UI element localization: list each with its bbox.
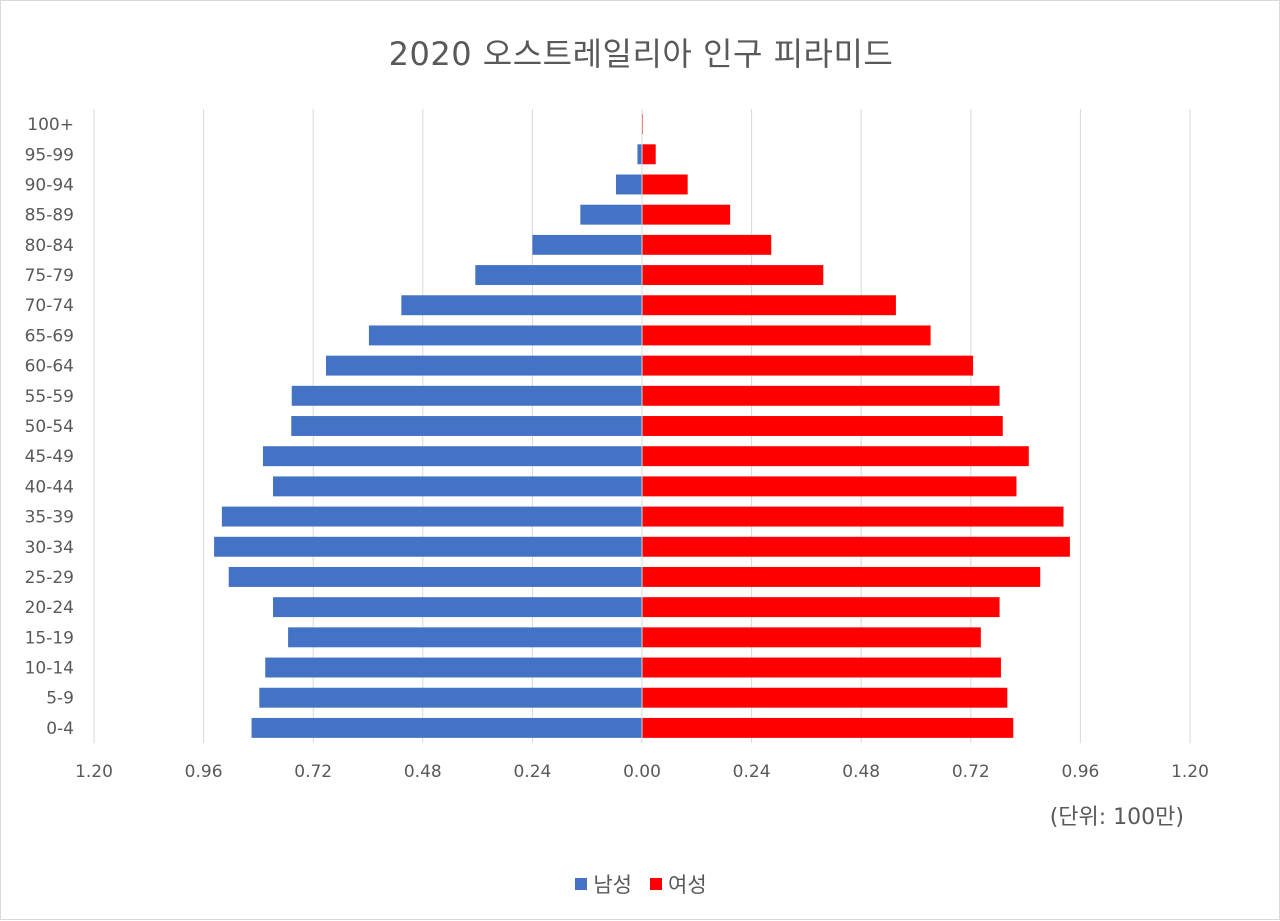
legend-label-male: 남성 [593, 873, 632, 897]
female-bar-55-59 [642, 385, 1000, 406]
female-bar-90-94 [642, 174, 688, 195]
male-bar-90-94 [615, 174, 642, 195]
female-bar-25-29 [642, 566, 1041, 587]
male-bar-20-24 [273, 597, 642, 618]
age-group-label: 95-99 [25, 145, 74, 165]
x-tick-label: 0.24 [513, 762, 551, 782]
age-group-label: 75-79 [25, 266, 74, 286]
age-group-label: 20-24 [25, 598, 74, 618]
male-bar-35-39 [221, 506, 642, 527]
chart-title: 2020 오스트레일리아 인구 피라미드 [388, 35, 894, 73]
male-bar-15-19 [288, 627, 642, 648]
male-bar-5-9 [259, 687, 642, 708]
female-bar-60-64 [642, 355, 974, 376]
female-bar-10-14 [642, 657, 1001, 678]
male-bar-80-84 [532, 234, 642, 255]
female-bar-80-84 [642, 234, 772, 255]
male-bar-60-64 [325, 355, 642, 376]
legend-item-male: 남성 [575, 869, 632, 899]
female-bar-75-79 [642, 265, 824, 286]
male-bar-85-89 [580, 204, 642, 225]
legend-item-female: 여성 [650, 869, 707, 899]
x-tick-label: 0.72 [952, 762, 990, 782]
age-group-label: 5-9 [46, 689, 74, 709]
x-tick-label: 1.20 [1171, 762, 1209, 782]
age-group-label: 100+ [27, 115, 74, 135]
age-group-label: 60-64 [25, 357, 74, 377]
age-group-label: 15-19 [25, 628, 74, 648]
male-bar-30-34 [214, 536, 642, 557]
female-bar-35-39 [642, 506, 1064, 527]
legend-label-female: 여성 [668, 873, 707, 897]
male-bar-10-14 [265, 657, 642, 678]
male-bar-70-74 [401, 295, 642, 316]
age-group-label: 80-84 [25, 236, 74, 256]
age-group-label: 85-89 [25, 206, 74, 226]
male-bar-55-59 [291, 385, 642, 406]
x-tick-label: 0.00 [623, 762, 661, 782]
male-bar-45-49 [262, 446, 642, 467]
axis-layer: 1.20 0.96 0.72 0.48 0.24 0.00 0.24 0.48 0.72 0.96… [25, 109, 1209, 782]
bar-layer [214, 114, 1070, 738]
female-bar-50-54 [642, 416, 1003, 436]
female-bar-5-9 [642, 687, 1008, 708]
x-tick-label: 0.72 [294, 762, 332, 782]
male-bar-50-54 [291, 416, 642, 436]
legend: 남성 여성 [1, 869, 1280, 899]
x-tick-label: 1.20 [75, 762, 113, 782]
male-bar-25-29 [228, 566, 642, 587]
legend-swatch-male [575, 878, 588, 890]
female-bar-15-19 [642, 627, 981, 648]
age-group-label: 90-94 [25, 175, 74, 195]
age-group-label: 10-14 [25, 659, 74, 679]
male-bar-75-79 [475, 265, 642, 286]
x-tick-label: 0.24 [733, 762, 771, 782]
female-bar-40-44 [642, 476, 1017, 497]
age-group-label: 25-29 [25, 568, 74, 588]
unit-label: (단위: 100만) [1049, 805, 1184, 830]
female-bar-65-69 [642, 325, 931, 346]
female-bar-20-24 [642, 597, 1000, 618]
male-bar-40-44 [273, 476, 642, 497]
x-tick-label: 0.96 [1061, 762, 1099, 782]
male-bar-0-4 [251, 717, 643, 738]
x-tick-label: 0.48 [842, 762, 880, 782]
age-group-label: 40-44 [25, 477, 74, 497]
x-tick-label: 0.96 [185, 762, 223, 782]
female-bar-45-49 [642, 446, 1029, 467]
female-bar-85-89 [642, 204, 731, 225]
age-group-label: 55-59 [25, 387, 74, 407]
female-bar-95-99 [642, 144, 656, 165]
age-group-label: 45-49 [25, 447, 74, 467]
male-bar-95-99 [637, 144, 642, 165]
age-group-label: 70-74 [25, 296, 74, 316]
age-group-label: 65-69 [25, 326, 74, 346]
male-bar-65-69 [368, 325, 642, 346]
age-group-label: 0-4 [46, 719, 74, 739]
female-bar-0-4 [642, 717, 1014, 738]
age-group-label: 30-34 [25, 538, 74, 558]
age-group-label: 35-39 [25, 508, 74, 528]
female-bar-30-34 [642, 536, 1070, 557]
legend-swatch-female [650, 878, 662, 890]
x-tick-label: 0.48 [404, 762, 442, 782]
female-bar-70-74 [642, 295, 896, 316]
age-group-label: 50-54 [25, 417, 74, 437]
